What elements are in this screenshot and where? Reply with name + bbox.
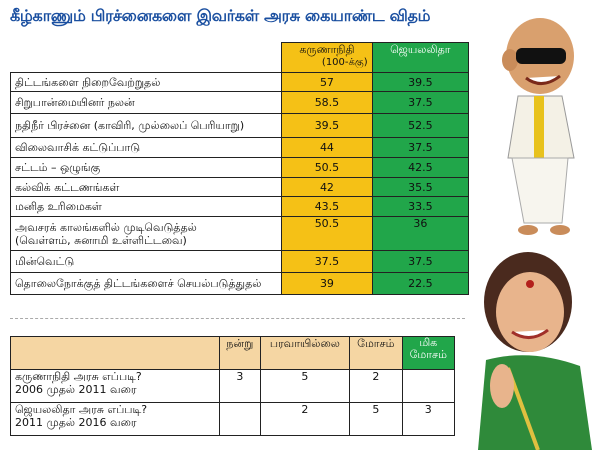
- jayalalithaa-score: 52.5: [371, 113, 470, 138]
- table-row: ஜெயலலிதா அரசு எப்படி? 2011 முதல் 2016 வர…: [10, 402, 456, 436]
- jayalalithaa-score: 42.5: [371, 157, 470, 178]
- header-blank: [10, 336, 220, 370]
- opinion-table: நன்று பரவாயில்லை மோசம் மிக மோசம் கருணாநி…: [10, 336, 456, 436]
- table-row: சிறுபான்மையினர் நலன் 58.5 37.5: [9, 91, 470, 114]
- karunanidhi-score: 44: [281, 137, 373, 158]
- table-row: நதிநீர் பிரச்னை (காவிரி, முல்லைப் பெரியா…: [9, 113, 470, 138]
- header-karunanidhi: கருணாநிதி (100-க்கு): [281, 42, 373, 73]
- topic-cell: சிறுபான்மையினர் நலன்: [9, 91, 283, 114]
- header-karunanidhi-label: கருணாநிதி: [299, 43, 355, 56]
- jayalalithaa-score: 39.5: [371, 72, 470, 92]
- table-row: சட்டம் – ஒழுங்கு 50.5 42.5: [9, 157, 470, 178]
- table-row: கல்விக் கட்டணங்கள் 42 35.5: [9, 177, 470, 197]
- karunanidhi-score: 43.5: [281, 196, 373, 217]
- header-jayalalithaa-label: ஜெயலலிதா: [390, 43, 451, 56]
- table-row: திட்டங்களை நிறைவேற்றுதல் 57 39.5: [9, 72, 470, 92]
- table-row: தொலைநோக்குத் திட்டங்களைச் செயல்படுத்துதல…: [9, 272, 470, 295]
- karunanidhi-score: 50.5: [281, 216, 373, 251]
- karunanidhi-score: 39.5: [281, 113, 373, 138]
- good-count: 3: [219, 369, 261, 403]
- header-very-bad: மிக மோசம்: [401, 336, 456, 370]
- jayalalithaa-score: 37.5: [371, 250, 470, 273]
- topic-cell: திட்டங்களை நிறைவேற்றுதல்: [9, 72, 283, 92]
- karunanidhi-score: 58.5: [281, 91, 373, 114]
- very-bad-count: [401, 369, 456, 403]
- karunanidhi-score: 57: [281, 72, 373, 92]
- ratings-table: கருணாநிதி (100-க்கு) ஜெயலலிதா திட்டங்களை…: [9, 42, 470, 295]
- karunanidhi-caricature: [502, 18, 575, 235]
- topic-cell: தொலைநோக்குத் திட்டங்களைச் செயல்படுத்துதல…: [9, 272, 283, 295]
- header-bad: மோசம்: [349, 336, 403, 370]
- table-row: விலைவாசிக் கட்டுப்பாடு 44 37.5: [9, 137, 470, 158]
- table-row: கருணாநிதி அரசு எப்படி? 2006 முதல் 2011 வ…: [10, 369, 456, 403]
- topic-cell: அவசரக் காலங்களில் முடிவெடுத்தல் (வெள்ளம்…: [9, 216, 283, 251]
- header-okay: பரவாயில்லை: [259, 336, 351, 370]
- karunanidhi-score: 42: [281, 177, 373, 197]
- header-note: (100-க்கு): [321, 57, 368, 68]
- very-bad-count: 3: [401, 402, 456, 436]
- topic-line-2: (வெள்ளம், சுனாமி உள்ளிட்டவை): [15, 233, 187, 247]
- row-label: ஜெயலலிதா அரசு எப்படி? 2011 முதல் 2016 வர…: [10, 402, 220, 436]
- okay-count: 2: [259, 402, 351, 436]
- bad-count: 5: [349, 402, 403, 436]
- row-label-line2: 2011 முதல் 2016 வரை: [15, 416, 137, 429]
- table-row: அவசரக் காலங்களில் முடிவெடுத்தல் (வெள்ளம்…: [9, 216, 470, 251]
- header-blank: [10, 42, 283, 73]
- divider: [10, 318, 465, 319]
- table-row: மனித உரிமைகள் 43.5 33.5: [9, 196, 470, 217]
- page-title: கீழ்காணும் பிரச்னைகளை இவர்கள் அரசு கையாண…: [10, 6, 431, 25]
- jayalalithaa-score: 36: [371, 216, 470, 251]
- karunanidhi-score: 37.5: [281, 250, 373, 273]
- topic-cell: விலைவாசிக் கட்டுப்பாடு: [9, 137, 283, 158]
- topic-cell: கல்விக் கட்டணங்கள்: [9, 177, 283, 197]
- topic-cell: நதிநீர் பிரச்னை (காவிரி, முல்லைப் பெரியா…: [9, 113, 283, 138]
- header-good: நன்று: [219, 336, 261, 370]
- karunanidhi-score: 39: [281, 272, 373, 295]
- row-label-line2: 2006 முதல் 2011 வரை: [15, 383, 137, 396]
- jayalalithaa-caricature: [478, 252, 592, 450]
- okay-count: 5: [259, 369, 351, 403]
- row-label: கருணாநிதி அரசு எப்படி? 2006 முதல் 2011 வ…: [10, 369, 220, 403]
- jayalalithaa-score: 37.5: [371, 91, 470, 114]
- topic-line: அவசரக் காலங்களில் முடிவெடுத்தல்: [15, 220, 197, 234]
- row-label-line1: ஜெயலலிதா அரசு எப்படி?: [15, 403, 148, 416]
- jayalalithaa-score: 33.5: [371, 196, 470, 217]
- header-very-bad-line1: மிக: [419, 336, 438, 349]
- jayalalithaa-score: 22.5: [371, 272, 470, 295]
- good-count: [219, 402, 261, 436]
- topic-cell: சட்டம் – ஒழுங்கு: [9, 157, 283, 178]
- jayalalithaa-score: 37.5: [371, 137, 470, 158]
- header-jayalalithaa: ஜெயலலிதா: [371, 42, 470, 73]
- karunanidhi-score: 50.5: [281, 157, 373, 178]
- row-label-line1: கருணாநிதி அரசு எப்படி?: [15, 370, 142, 383]
- topic-cell: மனித உரிமைகள்: [9, 196, 283, 217]
- table-row: மின்வெட்டு 37.5 37.5: [9, 250, 470, 273]
- header-very-bad-line2: மோசம்: [409, 348, 447, 361]
- topic-cell: மின்வெட்டு: [9, 250, 283, 273]
- jayalalithaa-score: 35.5: [371, 177, 470, 197]
- bad-count: 2: [349, 369, 403, 403]
